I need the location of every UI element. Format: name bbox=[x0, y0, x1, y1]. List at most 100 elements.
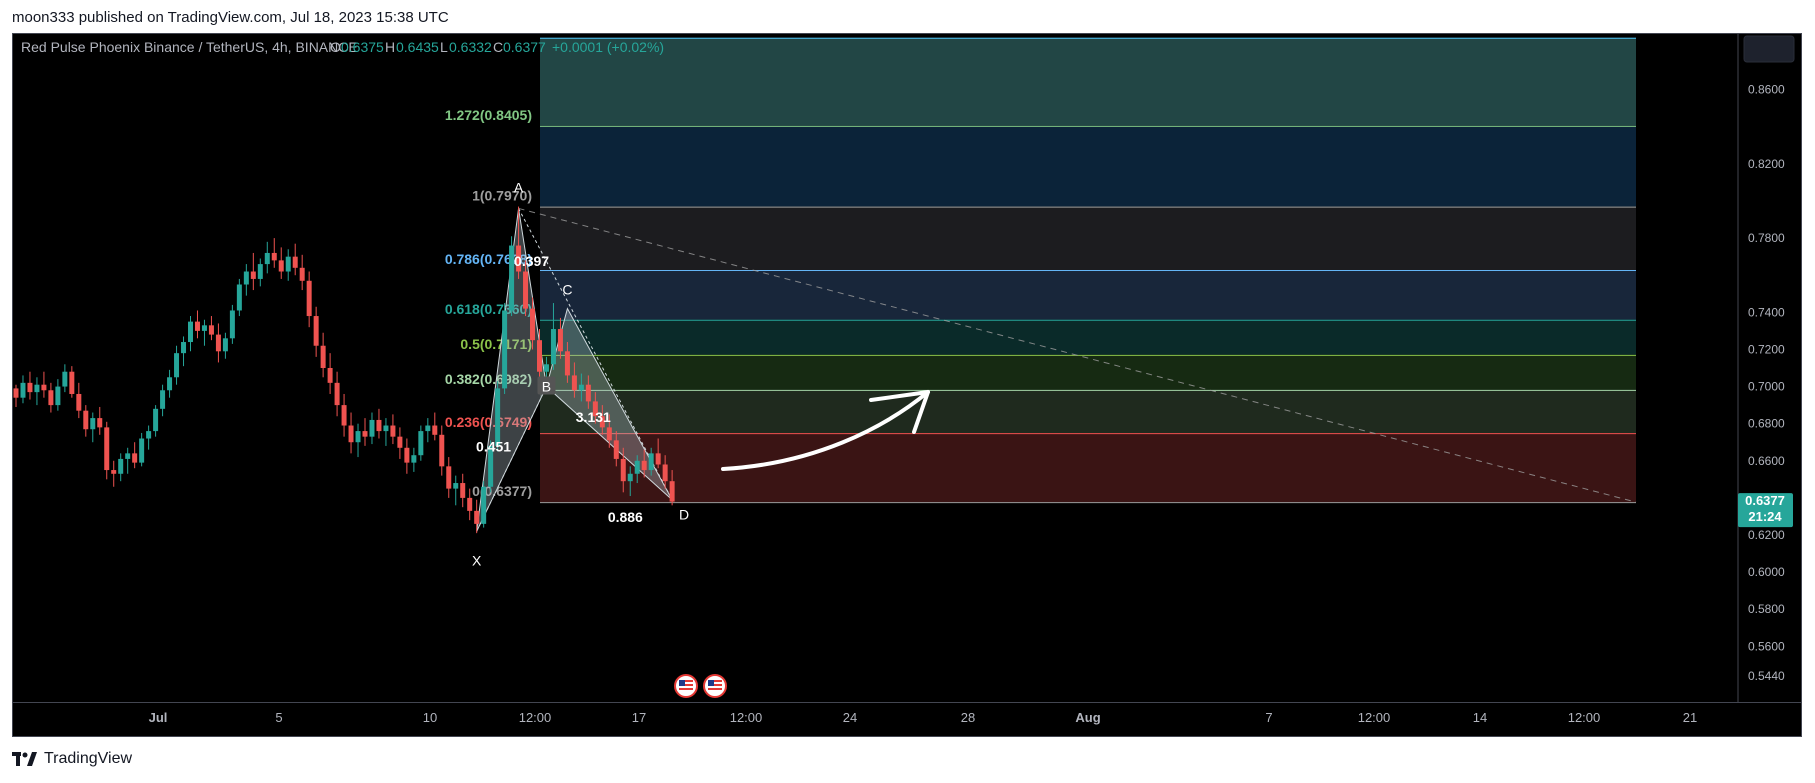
candle-body bbox=[585, 384, 591, 402]
harmonic-pattern bbox=[476, 208, 673, 532]
time-tick-label: 12:00 bbox=[730, 710, 763, 725]
candle-body bbox=[215, 334, 221, 352]
candle-body bbox=[139, 438, 145, 463]
candle-body bbox=[201, 325, 207, 331]
diagonal-dashed-line bbox=[518, 207, 1637, 503]
candle-body bbox=[250, 271, 256, 279]
candle-body bbox=[523, 271, 529, 309]
candle-body bbox=[20, 382, 26, 398]
footer: TradingView bbox=[12, 750, 132, 768]
candle-body bbox=[90, 418, 96, 430]
candle-body bbox=[439, 434, 445, 467]
price-tick-label: 0.7200 bbox=[1748, 342, 1785, 356]
candle-body bbox=[530, 308, 536, 341]
chart-svg[interactable]: 1.272(0.8405)1(0.7970)0.786(0.7628)0.618… bbox=[13, 34, 1801, 736]
fib-zone bbox=[540, 354, 1636, 390]
tradingview-logo-icon bbox=[12, 752, 37, 766]
candle-body bbox=[167, 377, 173, 391]
candle-body bbox=[34, 384, 40, 393]
time-tick-label: 12:00 bbox=[1568, 710, 1601, 725]
candle-body bbox=[153, 408, 159, 432]
candle-body bbox=[571, 375, 577, 391]
us-flag-event-icon[interactable] bbox=[674, 674, 698, 698]
fib-zone bbox=[540, 125, 1636, 207]
harmonic-point-d: D bbox=[679, 507, 689, 523]
projection-arrow bbox=[721, 390, 930, 471]
candle-body bbox=[320, 345, 326, 368]
candle-body bbox=[104, 427, 110, 471]
arrow-curve bbox=[721, 390, 930, 471]
candle-body bbox=[278, 260, 284, 272]
candle-body bbox=[299, 267, 305, 281]
candle-body bbox=[69, 371, 75, 394]
harmonic-point-b: B bbox=[542, 379, 551, 395]
legend-l-value: 0.6332 bbox=[449, 39, 492, 55]
candle-body bbox=[306, 280, 312, 317]
candle-body bbox=[222, 338, 228, 352]
candle-body bbox=[557, 329, 563, 352]
fib-level-label: 1.272(0.8405) bbox=[445, 107, 532, 123]
price-tick-label: 0.6000 bbox=[1748, 565, 1785, 579]
price-tick-label: 0.8600 bbox=[1748, 83, 1785, 97]
time-tick-label: 21 bbox=[1683, 710, 1697, 725]
fib-zone bbox=[540, 433, 1636, 503]
publish-info: moon333 published on TradingView.com, Ju… bbox=[12, 9, 449, 26]
candle-body bbox=[432, 425, 438, 435]
tradingview-brand: TradingView bbox=[44, 750, 133, 767]
candle-body bbox=[243, 271, 249, 285]
candle-body bbox=[474, 510, 480, 524]
candle-body bbox=[592, 401, 598, 417]
harmonic-ratio-label: 0.397 bbox=[514, 253, 549, 269]
candle-body bbox=[174, 353, 180, 378]
candle-body bbox=[390, 425, 396, 437]
legend-symbol: Red Pulse Phoenix Binance / TetherUS, 4h… bbox=[21, 39, 358, 55]
candle-body bbox=[48, 390, 54, 406]
legend-c-value: 0.6377 bbox=[503, 39, 546, 55]
candle-body bbox=[13, 388, 19, 398]
events-row bbox=[674, 674, 727, 698]
time-tick-label: 17 bbox=[632, 710, 646, 725]
fib-zone bbox=[540, 206, 1636, 271]
candle-body bbox=[662, 464, 668, 482]
us-flag-event-icon[interactable] bbox=[703, 674, 727, 698]
price-tick-label: 0.5600 bbox=[1748, 639, 1785, 653]
candle-body bbox=[146, 431, 152, 439]
candle-body bbox=[488, 445, 494, 487]
price-tick-label: 0.7400 bbox=[1748, 305, 1785, 319]
price-tick-label: 0.6200 bbox=[1748, 528, 1785, 542]
candle-body bbox=[467, 497, 473, 511]
candle-body bbox=[181, 342, 187, 354]
candle-body bbox=[620, 458, 626, 482]
candle-body bbox=[481, 486, 487, 524]
last-price-box bbox=[1738, 493, 1793, 528]
candle-body bbox=[76, 393, 82, 411]
candle-body bbox=[285, 256, 291, 272]
last-price-countdown: 21:24 bbox=[1748, 509, 1782, 524]
candle-body bbox=[160, 390, 166, 409]
time-tick-label: Jul bbox=[149, 710, 168, 725]
fib-zone bbox=[540, 270, 1636, 320]
candle-body bbox=[111, 470, 117, 474]
candle-body bbox=[292, 256, 298, 268]
candle-body bbox=[606, 427, 612, 441]
candle-body bbox=[627, 473, 633, 482]
harmonic-ratio-label: 0.451 bbox=[476, 439, 511, 455]
candle-body bbox=[613, 440, 619, 459]
candle-body bbox=[348, 425, 354, 443]
pattern-labels: X A B C D 0.397 0.451 3.131 0.886 bbox=[472, 179, 689, 568]
axis-settings-button[interactable] bbox=[1743, 35, 1795, 63]
fib-zone bbox=[540, 319, 1636, 355]
time-tick-label: 24 bbox=[843, 710, 857, 725]
fib-level-label: 0.5(0.7171) bbox=[460, 336, 532, 352]
fib-level-label: 1(0.7970) bbox=[472, 188, 532, 204]
fib-zone bbox=[540, 389, 1636, 434]
legend-change: +0.0001 (+0.02%) bbox=[552, 39, 664, 55]
candle-body bbox=[97, 418, 103, 428]
candle-body bbox=[362, 431, 368, 437]
candle-body bbox=[271, 252, 277, 261]
candle-body bbox=[397, 436, 403, 448]
candle-body bbox=[411, 455, 417, 463]
candle-body bbox=[334, 382, 340, 406]
legend-h-value: 0.6435 bbox=[396, 39, 439, 55]
chart-area[interactable]: 1.272(0.8405) 1(0.7970) 0.786(0.7628) 0.618… bbox=[12, 33, 1802, 737]
